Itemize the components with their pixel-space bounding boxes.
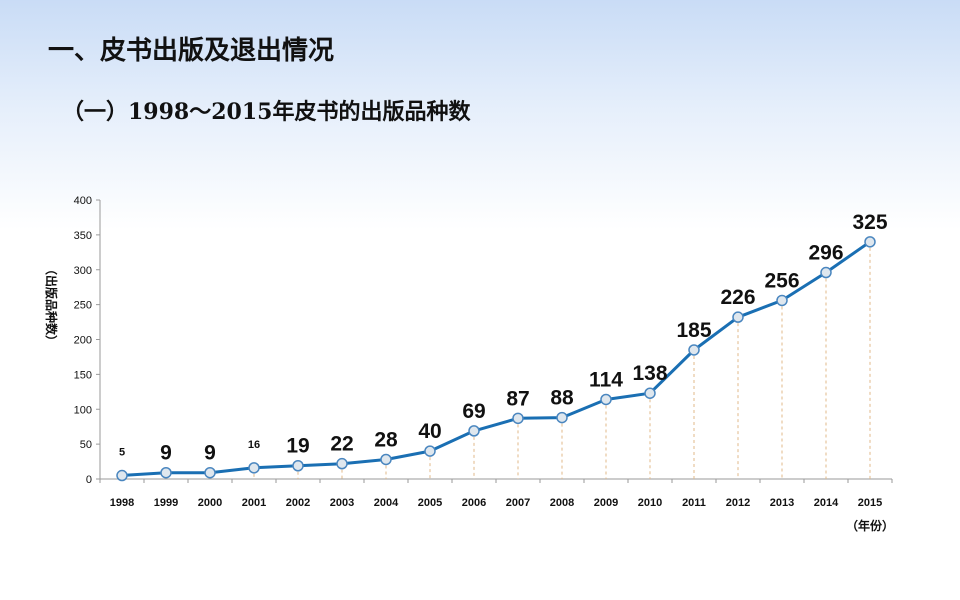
x-tick-label: 1999 [154, 497, 178, 509]
data-label: 69 [462, 400, 485, 423]
x-tick-label: 2012 [726, 497, 750, 509]
data-point [864, 236, 876, 248]
data-label: 185 [676, 319, 711, 342]
y-tick-label: 250 [74, 300, 92, 312]
x-tick-label: 2009 [594, 497, 618, 509]
data-point [732, 311, 744, 323]
data-point [248, 462, 260, 474]
y-tick-label: 350 [74, 230, 92, 242]
data-point [512, 412, 524, 425]
data-point [776, 294, 788, 307]
y-tick-label: 400 [74, 195, 92, 207]
x-tick-label: 2013 [770, 497, 794, 509]
data-label: 325 [852, 211, 887, 234]
y-tick-label: 50 [80, 439, 92, 451]
data-point [468, 425, 480, 437]
data-label: 28 [374, 428, 398, 451]
data-point [160, 466, 172, 479]
data-label: 88 [550, 387, 574, 410]
data-label: 16 [248, 439, 260, 451]
y-tick-label: 300 [74, 265, 92, 277]
data-label: 22 [330, 433, 353, 456]
data-label: 87 [506, 387, 529, 410]
data-point [644, 387, 656, 399]
x-axis-title: （年份） [846, 518, 894, 533]
y-axis-title: （出版品种数） [44, 263, 59, 347]
y-tick-label: 150 [74, 369, 92, 381]
data-point [204, 466, 216, 479]
x-tick-label: 2004 [374, 497, 399, 509]
data-label: 5 [119, 447, 125, 459]
data-label: 256 [764, 269, 799, 292]
x-tick-label: 2002 [286, 497, 310, 509]
x-tick-label: 2000 [198, 497, 222, 509]
data-point [116, 469, 128, 482]
data-point [424, 445, 436, 457]
data-label: 19 [286, 435, 309, 458]
x-tick-label: 2015 [858, 497, 882, 509]
series-line [121, 240, 871, 477]
data-point [688, 344, 700, 356]
data-point [600, 393, 612, 406]
x-tick-label: 2006 [462, 497, 486, 509]
x-tick-label: 2001 [242, 497, 266, 509]
x-tick-label: 1998 [110, 497, 134, 509]
y-tick-label: 100 [74, 404, 92, 416]
x-tick-label: 2011 [682, 497, 706, 509]
x-tick-label: 2008 [550, 497, 574, 509]
x-tick-label: 2005 [418, 497, 442, 509]
data-point [292, 459, 304, 472]
slide-subtitle: （一）1998～2015年皮书的出版品种数 [62, 99, 471, 125]
data-label: 138 [632, 362, 667, 385]
data-label: 114 [589, 368, 623, 391]
y-tick-label: 0 [86, 474, 92, 486]
y-tick-label: 200 [74, 335, 92, 347]
data-label: 226 [720, 286, 755, 309]
data-point [336, 457, 348, 470]
x-tick-label: 2003 [330, 497, 354, 509]
data-label: 296 [808, 242, 843, 265]
data-label: 9 [204, 442, 216, 465]
slide-title: 一、皮书出版及退出情况 [48, 36, 335, 66]
x-tick-label: 2014 [814, 497, 839, 509]
data-point [380, 453, 392, 466]
data-point [556, 411, 568, 424]
data-point [820, 266, 832, 279]
x-tick-label: 2007 [506, 497, 530, 509]
x-tick-label: 2010 [638, 497, 662, 509]
data-label: 9 [160, 442, 172, 465]
data-label: 40 [418, 420, 441, 443]
